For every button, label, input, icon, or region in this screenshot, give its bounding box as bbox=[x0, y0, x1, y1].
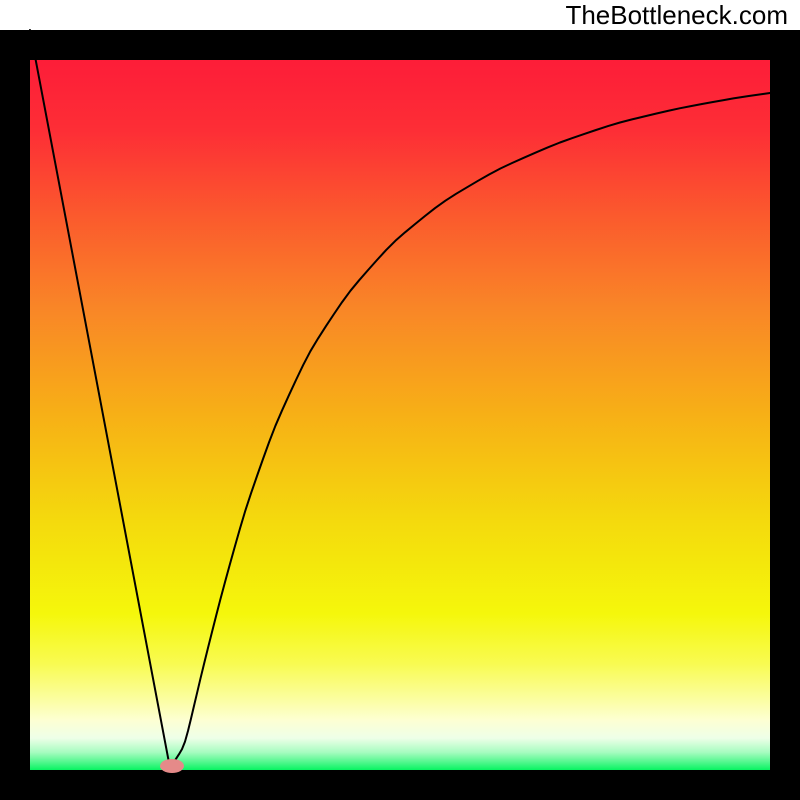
watermark-text: TheBottleneck.com bbox=[565, 0, 788, 31]
chart-background bbox=[30, 60, 770, 770]
bottleneck-chart bbox=[0, 0, 800, 800]
chart-container: TheBottleneck.com bbox=[0, 0, 800, 800]
optimal-marker bbox=[160, 759, 184, 773]
